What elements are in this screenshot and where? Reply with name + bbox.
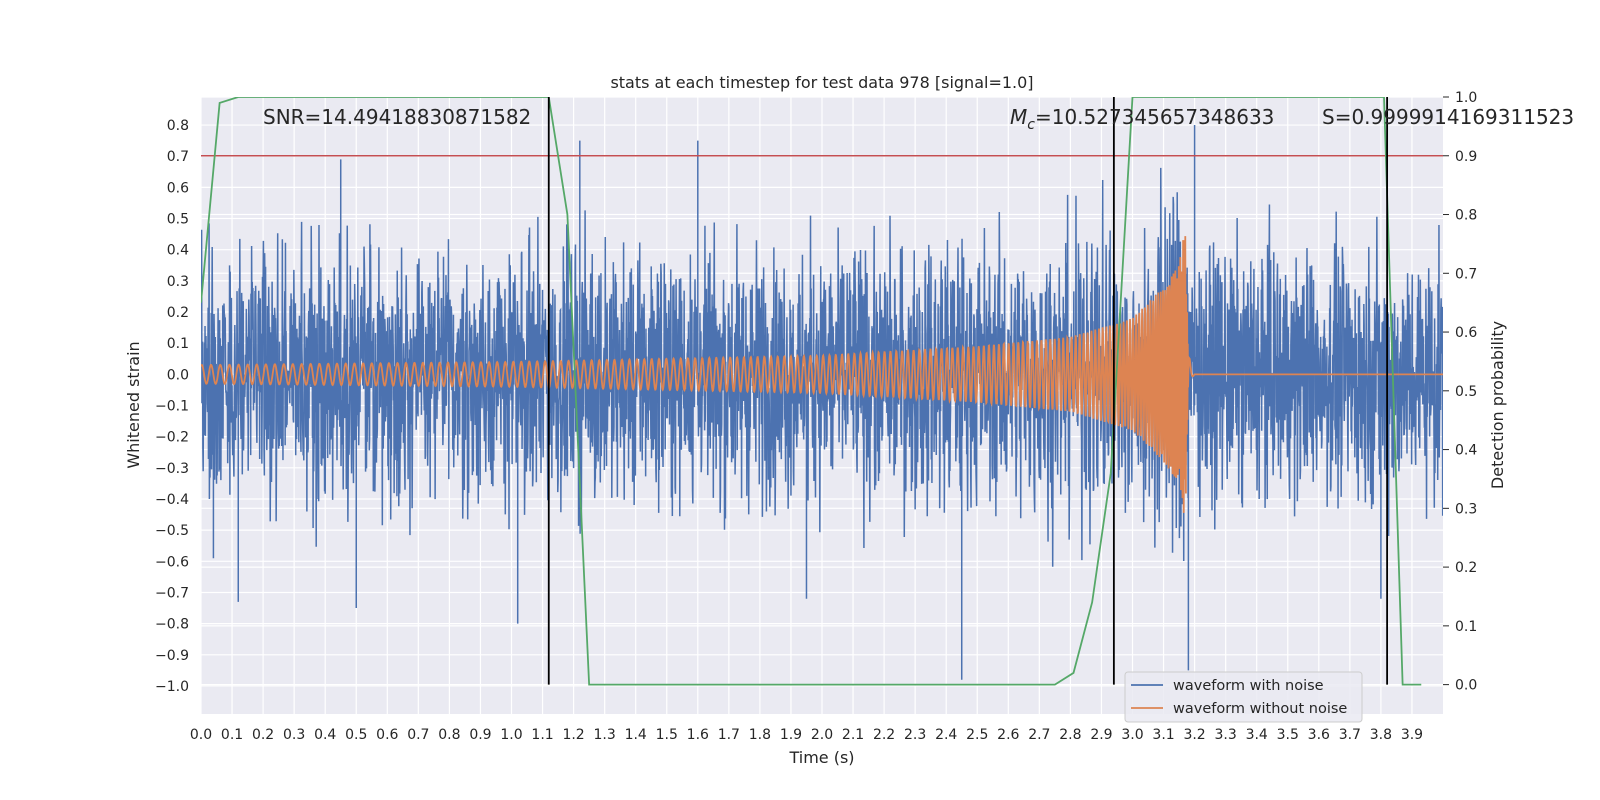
x-tick-label: 0.8	[438, 727, 460, 743]
series-detection-probability	[201, 97, 1422, 686]
y2-axis-label: Detection probability	[1488, 321, 1507, 489]
x-tick-label: 0.4	[314, 727, 336, 743]
y-tick-label: −0.2	[155, 430, 189, 446]
x-tick-label: 0.2	[252, 727, 274, 743]
y-tick-label: 0.8	[167, 118, 189, 134]
y-tick-label: −0.6	[155, 554, 189, 570]
x-tick-label: 2.6	[997, 727, 1019, 743]
y-tick-label: −1.0	[155, 679, 189, 695]
y2-tick-label: 0.7	[1455, 266, 1477, 282]
y-tick-label: −0.1	[155, 399, 189, 415]
chart-title: stats at each timestep for test data 978…	[610, 73, 1033, 92]
chirp-mass-symbol: M	[1010, 105, 1027, 129]
y-tick-label: −0.5	[155, 523, 189, 539]
x-tick-label: 1.3	[594, 727, 616, 743]
y-tick-label: 0.2	[167, 305, 189, 321]
y-tick-label: −0.9	[155, 648, 189, 664]
y2-tick-label: 0.0	[1455, 678, 1477, 694]
y-tick-label: −0.4	[155, 492, 189, 508]
y2-axis-ticks: 1.0 0.9 0.8 0.7 0.6 0.5 0.4 0.3 0.2 0.1 0.0	[1443, 90, 1477, 694]
x-tick-label: 3.3	[1215, 727, 1237, 743]
x-tick-label: 1.9	[780, 727, 802, 743]
y2-tick-label: 0.3	[1455, 501, 1477, 517]
legend-label-noisy: waveform with noise	[1173, 678, 1324, 694]
y2-tick-label: 1.0	[1455, 90, 1477, 106]
plot-series	[201, 97, 1443, 686]
y-tick-label: 0.3	[167, 274, 189, 290]
y-tick-label: 0.7	[167, 149, 189, 165]
x-tick-label: 1.8	[749, 727, 771, 743]
series-waveform-without-noise	[201, 236, 1443, 513]
y2-tick-label: 0.4	[1455, 443, 1477, 459]
legend: waveform with noise waveform without noi…	[1124, 671, 1363, 723]
x-tick-label: 0.1	[221, 727, 243, 743]
x-tick-label: 2.5	[966, 727, 988, 743]
y-tick-label: −0.8	[155, 617, 189, 633]
legend-label-clean: waveform without noise	[1173, 701, 1347, 717]
y2-tick-label: 0.5	[1455, 384, 1477, 400]
s-annotation: S=0.9999914169311523	[1322, 105, 1574, 129]
chirp-mass-annotation: Mc=10.527345657348633	[1010, 105, 1274, 133]
x-tick-label: 2.8	[1059, 727, 1081, 743]
y2-tick-label: 0.1	[1455, 619, 1477, 635]
x-tick-label: 2.7	[1028, 727, 1050, 743]
x-axis-ticks: 0.0 0.1 0.2 0.3 0.4 0.5 0.6 0.7 0.8 0.9 1.0 1.1 1.2 1…	[190, 727, 1423, 743]
y-axis-label: Whitened strain	[124, 341, 143, 468]
y2-tick-label: 0.2	[1455, 560, 1477, 576]
x-tick-label: 0.9	[469, 727, 491, 743]
x-tick-label: 0.5	[345, 727, 367, 743]
x-tick-label: 1.0	[500, 727, 522, 743]
y-tick-label: 0.5	[167, 212, 189, 228]
chirp-mass-value: =10.527345657348633	[1035, 105, 1274, 129]
x-tick-label: 2.1	[842, 727, 864, 743]
x-tick-label: 1.2	[562, 727, 584, 743]
x-tick-label: 3.1	[1152, 727, 1174, 743]
x-tick-label: 3.0	[1121, 727, 1143, 743]
x-tick-label: 3.9	[1401, 727, 1423, 743]
y-tick-label: −0.7	[155, 585, 189, 601]
snr-annotation: SNR=14.49418830871582	[263, 105, 531, 129]
x-tick-label: 2.3	[904, 727, 926, 743]
x-tick-label: 3.5	[1277, 727, 1299, 743]
y2-tick-label: 0.8	[1455, 208, 1477, 224]
x-tick-label: 0.7	[407, 727, 429, 743]
y-tick-label: 0.4	[167, 243, 189, 259]
x-tick-label: 1.6	[687, 727, 709, 743]
x-tick-label: 3.4	[1246, 727, 1268, 743]
x-axis-label: Time (s)	[788, 748, 854, 767]
legend-box	[1124, 671, 1363, 723]
x-tick-label: 3.7	[1339, 727, 1361, 743]
x-tick-label: 0.3	[283, 727, 305, 743]
x-tick-label: 2.9	[1090, 727, 1112, 743]
x-tick-label: 3.6	[1308, 727, 1330, 743]
x-tick-label: 1.4	[625, 727, 647, 743]
x-tick-label: 1.1	[531, 727, 553, 743]
y-tick-label: 0.0	[167, 367, 189, 383]
series-waveform-with-noise	[201, 125, 1443, 680]
y-tick-label: 0.1	[167, 336, 189, 352]
x-tick-label: 3.2	[1183, 727, 1205, 743]
x-tick-label: 1.7	[718, 727, 740, 743]
x-tick-label: 1.5	[656, 727, 678, 743]
chirp-mass-subscript: c	[1027, 117, 1035, 133]
x-tick-label: 2.0	[811, 727, 833, 743]
x-tick-label: 0.6	[376, 727, 398, 743]
y-axis-ticks: 0.8 0.7 0.6 0.5 0.4 0.3 0.2 0.1 0.0 −0.1 −0.2 −0.3 −…	[155, 118, 189, 695]
y2-tick-label: 0.9	[1455, 149, 1477, 165]
x-tick-label: 3.8	[1370, 727, 1392, 743]
y-tick-label: −0.3	[155, 461, 189, 477]
vertical-markers	[547, 97, 1389, 685]
y-tick-label: 0.6	[167, 180, 189, 196]
x-tick-label: 2.4	[935, 727, 957, 743]
y2-tick-label: 0.6	[1455, 325, 1477, 341]
x-tick-label: 0.0	[190, 727, 212, 743]
x-tick-label: 2.2	[873, 727, 895, 743]
